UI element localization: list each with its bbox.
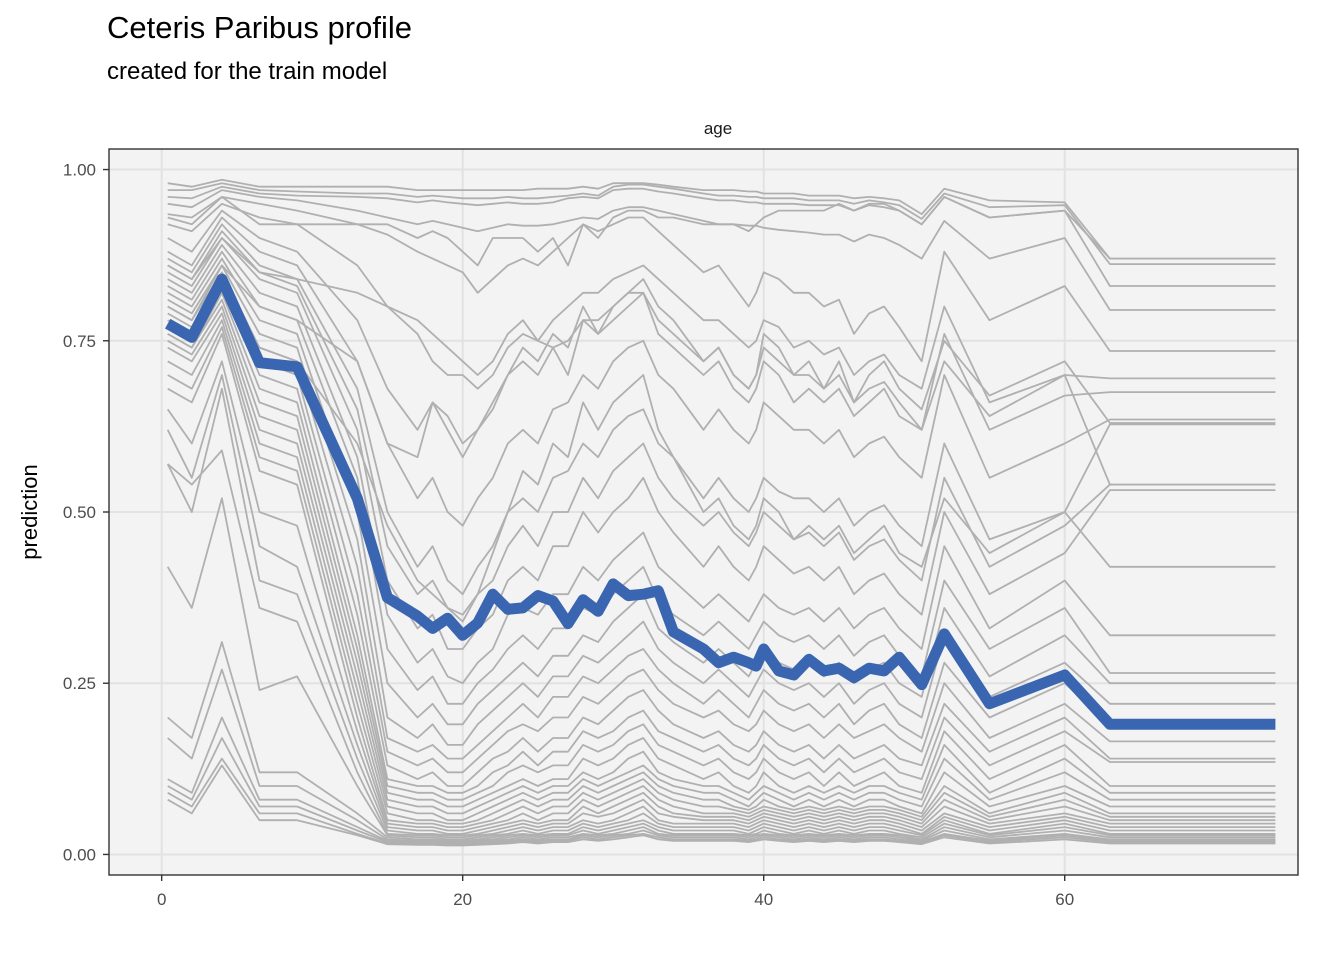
chart-subtitle: created for the train model: [107, 58, 388, 85]
instance-profile-line: [167, 195, 1276, 363]
instance-profile-line: [167, 716, 1276, 845]
y-tick-label: 0.50: [63, 503, 96, 522]
x-tick-label: 60: [1055, 890, 1074, 909]
axes: 0 20 40 60 0.00 0.25 0.50 0.75 1.00: [63, 161, 1074, 909]
instance-profile-line: [167, 668, 1276, 843]
instance-profile-line: [167, 305, 1276, 808]
instance-profile-line: [167, 319, 1276, 822]
instance-profile-line: [167, 223, 1276, 596]
instance-profile-line: [167, 209, 1276, 445]
instance-profile-line: [167, 216, 1276, 527]
y-tick-label: 1.00: [63, 161, 96, 180]
instance-profile-line: [167, 641, 1276, 842]
instance-profile-line: [167, 285, 1276, 787]
instance-profile-line: [166, 497, 1276, 841]
x-tick-label: 20: [453, 890, 472, 909]
instance-profile-line: [167, 764, 1276, 847]
instance-profile-line: [167, 312, 1276, 815]
facet-strip-label: age: [704, 119, 732, 138]
y-tick-label: 0.25: [63, 674, 96, 693]
instance-profile-line: [167, 298, 1276, 801]
instance-profile-line: [167, 178, 1276, 260]
instance-profile-line: [167, 326, 1276, 825]
chart-title: Ceteris Paribus profile: [107, 10, 412, 45]
instance-profile-line: [167, 189, 1276, 311]
instance-profile-line: [167, 264, 1276, 746]
x-tick-label: 40: [754, 890, 773, 909]
aggregate-profile-line: [164, 273, 1276, 730]
instance-profile-line: [167, 291, 1276, 794]
instance-profile-line: [166, 387, 1276, 837]
x-tick-label: 0: [157, 890, 166, 909]
y-tick-label: 0.75: [63, 332, 96, 351]
y-tick-label: 0.00: [63, 845, 96, 864]
instance-profile-line: [167, 237, 1276, 424]
instance-profile-line: [167, 202, 1276, 404]
instance-profile-line: [167, 185, 1276, 287]
instance-profile-line: [167, 182, 1276, 266]
instance-profile-line: [166, 374, 1276, 835]
instance-profile-line: [166, 360, 1276, 832]
aggregate-profile: [164, 273, 1276, 730]
instance-profile-line: [167, 332, 1276, 828]
instance-profile-line: [167, 264, 1276, 486]
instance-profile-line: [167, 278, 1276, 774]
instance-profile-line: [167, 271, 1276, 760]
instance-profiles: [166, 178, 1276, 847]
instance-profile-line: [167, 449, 1276, 839]
instance-profile-line: [167, 291, 1276, 623]
y-axis-title: prediction: [17, 464, 42, 559]
instance-profile-line: [167, 250, 1276, 705]
instance-profile-line: [167, 243, 1276, 685]
instance-profile-line: [167, 195, 1276, 267]
